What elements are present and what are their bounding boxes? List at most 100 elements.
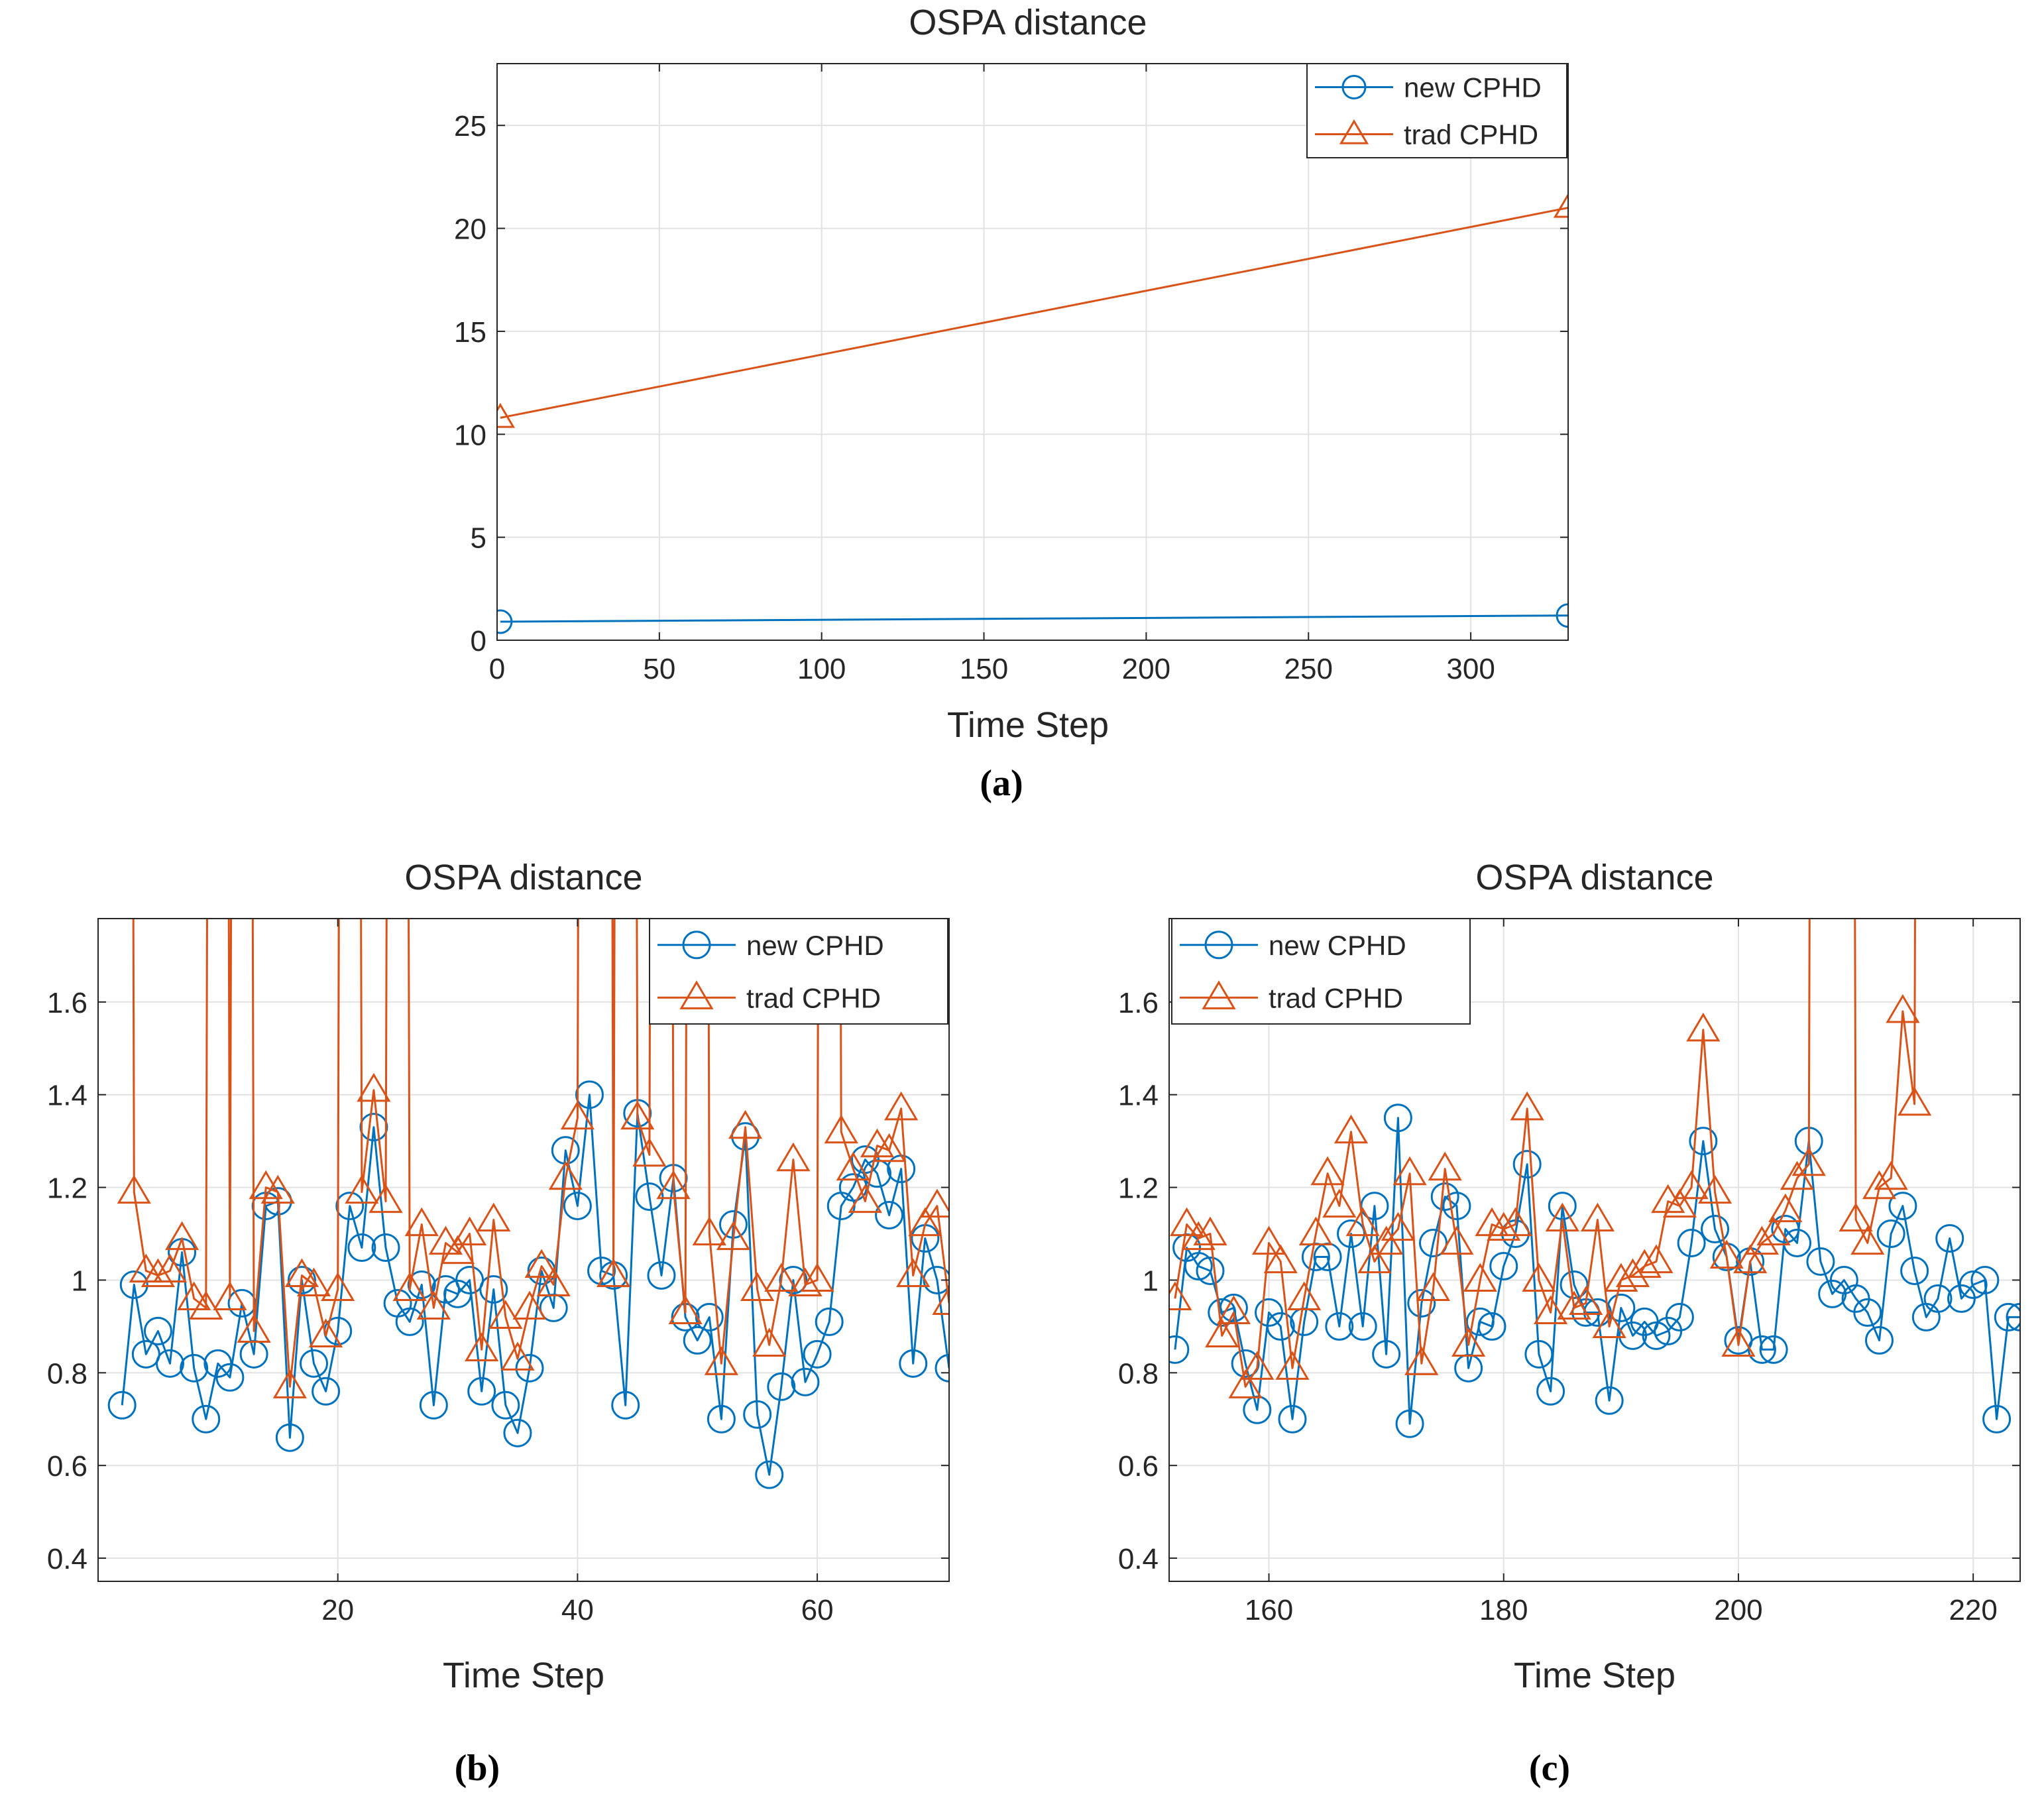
data-point-triangle <box>1744 1225 1779 1255</box>
data-point-triangle <box>440 1235 475 1265</box>
data-point-triangle <box>1298 1216 1334 1246</box>
data-point-circle <box>1524 1339 1554 1369</box>
panel-b: 20 40 60 0.4 0.6 0.8 1 1.2 1.4 1.6 OSPA distance Ti… <box>47 858 950 1789</box>
data-layer <box>497 192 1568 634</box>
data-point-triangle <box>477 1202 511 1232</box>
data-point-triangle <box>1545 1202 1579 1232</box>
data-point-circle <box>563 1192 592 1221</box>
data-point-triangle <box>908 1207 942 1237</box>
data-point-circle <box>180 1353 209 1383</box>
data-point-circle <box>731 1122 760 1151</box>
data-point-circle <box>1747 1335 1776 1364</box>
y-tick-label: 0.4 <box>47 1543 87 1575</box>
data-point-triangle <box>1404 1346 1439 1375</box>
x-tick-label: 200 <box>1122 653 1170 685</box>
legend: new CPHD trad CPHD <box>1306 63 1567 158</box>
data-point-circle <box>899 1349 928 1378</box>
data-point-triangle <box>272 1369 307 1398</box>
data-point-triangle <box>1569 1286 1603 1316</box>
data-point-triangle <box>369 1184 403 1214</box>
y-tick-label: 1.4 <box>47 1080 87 1112</box>
figure-caption: (c) <box>1529 1748 1570 1789</box>
data-point-triangle <box>1345 1207 1380 1237</box>
data-point-triangle <box>668 1295 703 1325</box>
data-point-circle <box>803 1339 832 1369</box>
data-point-circle <box>1806 1247 1835 1276</box>
legend-box <box>1306 63 1567 158</box>
data-point-triangle <box>524 1249 559 1278</box>
data-point-circle <box>1266 1312 1295 1341</box>
data-point-triangle <box>560 1100 595 1130</box>
data-point-triangle <box>164 1221 199 1251</box>
data-point-circle <box>935 1353 949 1383</box>
data-point-triangle <box>141 1258 176 1288</box>
legend-marker-circle <box>1341 75 1367 99</box>
data-point-triangle <box>692 1216 726 1246</box>
data-point-circle <box>1231 1349 1260 1378</box>
data-point-circle <box>1536 1377 1565 1406</box>
x-tick-label: 40 <box>561 1594 594 1626</box>
legend-marker-triangle <box>1202 980 1236 1009</box>
data-point-triangle <box>1580 1202 1615 1232</box>
data-point-triangle <box>237 1314 271 1343</box>
data-point-triangle <box>284 1258 319 1288</box>
data-point-circle <box>1465 1307 1495 1336</box>
x-tick-label: 50 <box>643 653 675 685</box>
data-point-circle <box>683 1326 712 1355</box>
data-point-circle <box>815 1307 844 1336</box>
data-point-circle <box>1935 1224 1964 1253</box>
data-point-triangle <box>1392 1156 1427 1186</box>
series-trad-cphd <box>117 919 949 1398</box>
data-point-circle <box>1677 1229 1706 1258</box>
data-point-triangle <box>465 1332 499 1361</box>
data-point-triangle <box>1874 1160 1908 1190</box>
data-point-circle <box>1442 1192 1471 1221</box>
data-point-triangle <box>500 1341 535 1371</box>
data-point-circle <box>467 1377 496 1406</box>
data-point-triangle <box>296 1267 331 1297</box>
data-point-triangle <box>1709 1239 1744 1269</box>
data-point-circle <box>1325 1312 1354 1341</box>
y-tick-label: 0.4 <box>1118 1543 1159 1575</box>
legend-marker-triangle <box>1339 119 1369 144</box>
data-point-triangle <box>1205 1318 1239 1347</box>
data-point-triangle <box>497 402 516 428</box>
x-axis-label: Time Step <box>947 705 1109 745</box>
y-tick-label: 15 <box>454 316 486 349</box>
data-point-circle <box>479 1274 508 1304</box>
data-point-circle <box>371 1233 400 1263</box>
x-tick-label: 150 <box>960 653 1008 685</box>
y-tick-label: 1.2 <box>47 1172 87 1205</box>
data-layer <box>1169 919 2020 1438</box>
data-point-circle <box>1853 1298 1882 1327</box>
data-point-circle <box>767 1372 796 1401</box>
data-point-triangle <box>1487 1212 1521 1241</box>
data-point-circle <box>1970 1265 2000 1294</box>
data-point-circle <box>779 1265 808 1294</box>
data-point-triangle <box>152 1253 188 1283</box>
legend: new CPHD trad CPHD <box>1171 918 1471 1025</box>
data-point-triangle <box>1862 1170 1897 1200</box>
data-point-circle <box>707 1404 736 1434</box>
data-point-triangle <box>596 1258 631 1288</box>
data-point-circle <box>1712 1242 1741 1271</box>
data-point-circle <box>1395 1409 1424 1438</box>
data-point-triangle <box>1228 1369 1263 1398</box>
data-point-triangle <box>1193 1216 1227 1246</box>
data-point-circle <box>1994 1302 2020 1331</box>
data-point-triangle <box>1216 1295 1251 1325</box>
series-line <box>500 614 1568 623</box>
data-point-triangle <box>416 1290 451 1320</box>
data-point-triangle <box>1886 993 1920 1023</box>
data-point-triangle <box>189 1290 223 1320</box>
y-tick-label: 5 <box>471 522 486 555</box>
data-point-triangle <box>788 1267 823 1297</box>
data-point-triangle <box>896 1258 931 1288</box>
series-line <box>1174 1117 2020 1425</box>
data-point-triangle <box>1721 1328 1756 1357</box>
plot-area <box>1169 919 2020 1581</box>
data-point-triangle <box>1287 1281 1322 1311</box>
data-point-triangle <box>932 1286 949 1316</box>
data-point-triangle <box>1169 1281 1192 1311</box>
